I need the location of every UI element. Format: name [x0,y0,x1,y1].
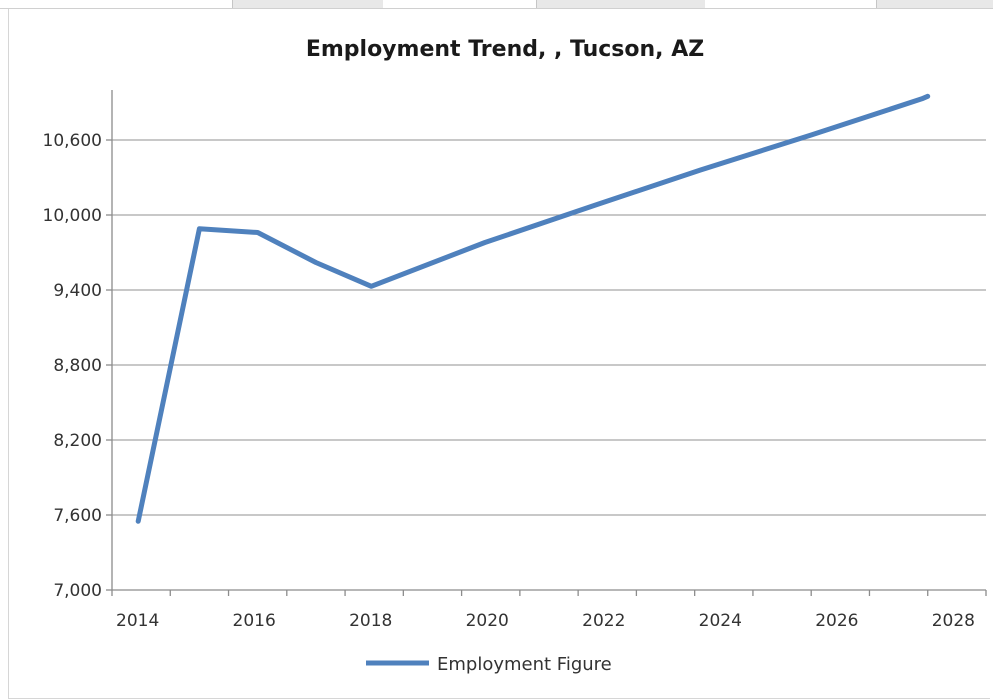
gridlines [112,139,986,516]
x-tick-label: 2020 [466,611,509,631]
series-line-employment-figure [135,93,931,524]
y-tick-label: 9,400 [53,281,102,301]
x-tick-label: 2022 [582,611,625,631]
y-axis-tick-labels: 7,000 7,600 8,200 8,800 9,400 10,000 10,600 [43,131,102,601]
legend-label-employment-figure: Employment Figure [437,654,612,675]
series-layer [135,93,931,524]
x-tick-label: 2014 [116,611,159,631]
y-tick-label: 10,000 [43,206,102,226]
y-tick-label: 7,000 [53,581,102,601]
legend: Employment Figure [366,654,612,675]
chart-title: Employment Trend, , Tucson, AZ [306,37,704,62]
axes [106,90,987,596]
y-tick-label: 10,600 [43,131,102,151]
top-strip-segment [232,0,383,8]
top-strip-segment [876,0,993,8]
x-tick-label: 2024 [699,611,742,631]
x-tick-label: 2018 [349,611,392,631]
window-top-strip [0,0,993,9]
y-tick-label: 8,800 [53,356,102,376]
x-tick-label: 2028 [932,611,975,631]
x-tick-label: 2026 [815,611,858,631]
top-strip-segment [536,0,705,8]
y-tick-label: 8,200 [53,431,102,451]
y-tick-label: 7,600 [53,506,102,526]
x-axis-tick-labels: 2014 2016 2018 2020 2022 2024 2026 2028 [116,611,975,631]
x-tick-label: 2016 [233,611,276,631]
